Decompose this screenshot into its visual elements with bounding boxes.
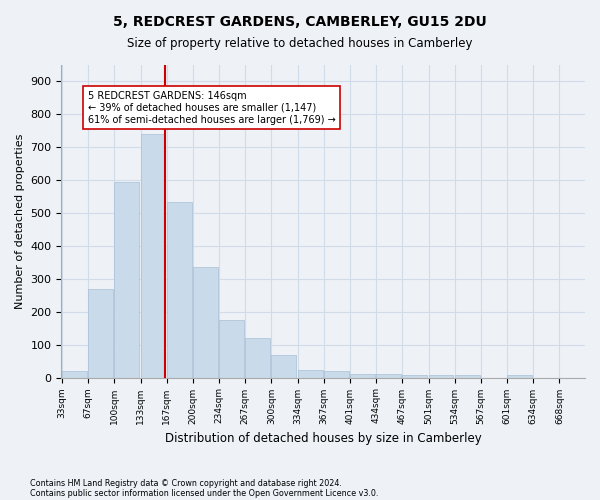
Bar (376, 374, 401, 378)
Y-axis label: Number of detached properties: Number of detached properties (15, 134, 25, 309)
Text: Contains HM Land Registry data © Crown copyright and database right 2024.: Contains HM Land Registry data © Crown c… (30, 478, 342, 488)
X-axis label: Distribution of detached houses by size in Camberley: Distribution of detached houses by size … (165, 432, 482, 445)
Bar (403, 375, 427, 378)
Bar (324, 371, 349, 378)
Text: Size of property relative to detached houses in Camberley: Size of property relative to detached ho… (127, 38, 473, 51)
Bar (62, 371, 87, 378)
Bar (245, 338, 270, 378)
Bar (88, 288, 113, 378)
Bar (428, 375, 454, 378)
Bar (455, 376, 479, 378)
Bar (507, 375, 532, 378)
Bar (350, 374, 375, 378)
Bar (140, 134, 166, 378)
Text: 5, REDCREST GARDENS, CAMBERLEY, GU15 2DU: 5, REDCREST GARDENS, CAMBERLEY, GU15 2DU (113, 15, 487, 29)
Text: Contains public sector information licensed under the Open Government Licence v3: Contains public sector information licen… (30, 488, 379, 498)
Bar (219, 320, 244, 378)
Text: 5 REDCREST GARDENS: 146sqm
← 39% of detached houses are smaller (1,147)
61% of s: 5 REDCREST GARDENS: 146sqm ← 39% of deta… (88, 92, 335, 124)
Bar (193, 268, 218, 378)
Bar (167, 202, 191, 378)
Bar (298, 370, 323, 378)
Bar (271, 355, 296, 378)
Bar (115, 182, 139, 378)
